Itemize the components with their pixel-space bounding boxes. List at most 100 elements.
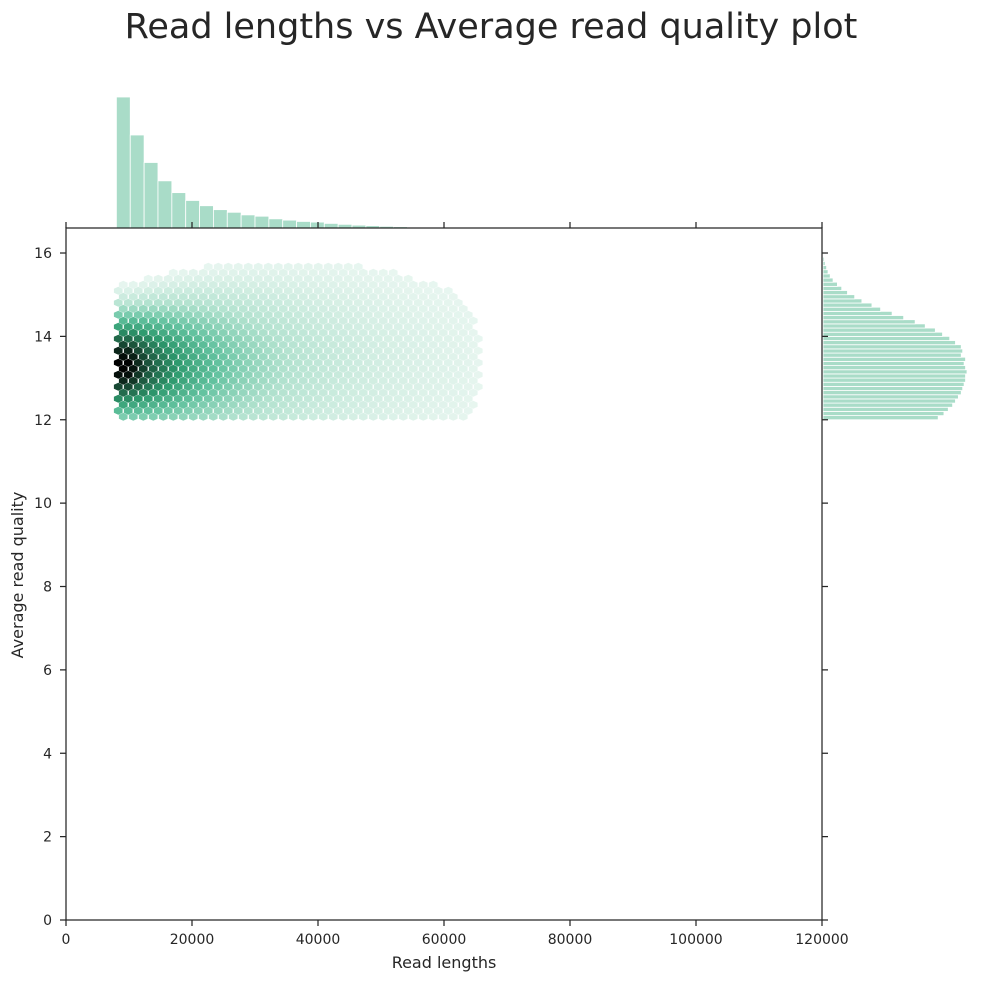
hexbin-cell [378,376,388,385]
hexbin-cell [128,352,138,361]
hexbin-cell [298,364,308,373]
hexbin-cell [428,364,438,373]
hexbin-cell [128,412,138,421]
hexbin-cell [368,328,378,337]
hexbin-cell [313,334,323,343]
hexbin-cell [188,364,198,373]
hexbin-cell [173,310,183,319]
hexbin-cell [218,304,228,313]
hexbin-cell [273,394,283,403]
hexbin-cell [248,352,258,361]
hexbin-cell [118,340,128,349]
hexbin-cell [353,310,363,319]
hexbin-cell [448,316,458,325]
hexbin-cell [248,340,258,349]
hexbin-cell [283,394,293,403]
hexbin-cell [308,340,318,349]
hexbin-cell [413,370,423,379]
hexbin-cell [158,280,168,289]
hexbin-cell [443,370,453,379]
hexbin-cell [118,376,128,385]
hexbin-cell [228,340,238,349]
hexbin-cell [368,400,378,409]
hexbin-cell [253,346,263,355]
hist-y-bar [822,360,965,366]
hexbin-cell [348,328,358,337]
hexbin-cell [268,400,278,409]
hexbin-cell [413,310,423,319]
hexbin-cell [258,388,268,397]
hexbin-cell [228,304,238,313]
hist-x-bar [240,214,256,229]
hexbin-cell [318,280,328,289]
hexbin-cell [203,382,213,391]
hexbin-cell [153,370,163,379]
hexbin-cell [233,382,243,391]
hexbin-cell [398,412,408,421]
hexbin-cell [228,352,238,361]
hexbin-cell [118,364,128,373]
hexbin-cell [363,322,373,331]
hexbin-cell [323,358,333,367]
hexbin-cell [178,292,188,301]
hexbin-cell [153,274,163,283]
hexbin-cell [183,358,193,367]
hexbin-cell [403,274,413,283]
hexbin-cell [193,358,203,367]
hexbin-cell [323,298,333,307]
hexbin-cell [443,346,453,355]
hexbin-cell [243,274,253,283]
hexbin-cell [308,412,318,421]
hist-y-bar [822,294,856,300]
hexbin-cell [343,346,353,355]
hexbin-cell [363,274,373,283]
hexbin-cell [288,412,298,421]
hexbin-cell [138,304,148,313]
hexbin-cell [303,334,313,343]
hexbin-cell [238,376,248,385]
hexbin-cell [413,298,423,307]
hist-x-bar [129,134,145,229]
hexbin-cell [418,388,428,397]
hexbin-cell [303,382,313,391]
hexbin-cell [348,268,358,277]
hexbin-cell [143,382,153,391]
hexbin-cell [193,370,203,379]
hexbin-cell [328,280,338,289]
hexbin-cell [148,376,158,385]
hist-y-bar [822,356,966,362]
hexbin-cell [423,322,433,331]
hexbin-cell [413,346,423,355]
hexbin-cell [178,400,188,409]
hexbin-cell [218,388,228,397]
hexbin-cell [368,280,378,289]
hexbin-cell [368,364,378,373]
hexbin-cell [238,328,248,337]
hexbin-cell [253,286,263,295]
hexbin-cell [308,304,318,313]
hexbin-cell [393,394,403,403]
hexbin-cell [468,364,478,373]
hexbin-cell [148,388,158,397]
hexbin-cell [128,280,138,289]
hexbin-cell [143,406,153,415]
hexbin-cell [468,400,478,409]
hexbin-cell [113,346,123,355]
hexbin-cell [323,382,333,391]
hexbin-cell [198,388,208,397]
hexbin-cell [408,304,418,313]
hexbin-cell [333,358,343,367]
hexbin-cell [198,340,208,349]
hexbin-cell [263,310,273,319]
hexbin-cell [298,400,308,409]
hexbin-cell [123,322,133,331]
hexbin-cell [373,370,383,379]
hexbin-cell [288,268,298,277]
hexbin-cell [243,298,253,307]
hexbin-cell [178,364,188,373]
hexbin-cell [328,388,338,397]
y-tick-label: 16 [34,246,52,262]
hexbin-cell [368,340,378,349]
hexbin-cell [408,364,418,373]
hist-y-bar [822,260,826,266]
